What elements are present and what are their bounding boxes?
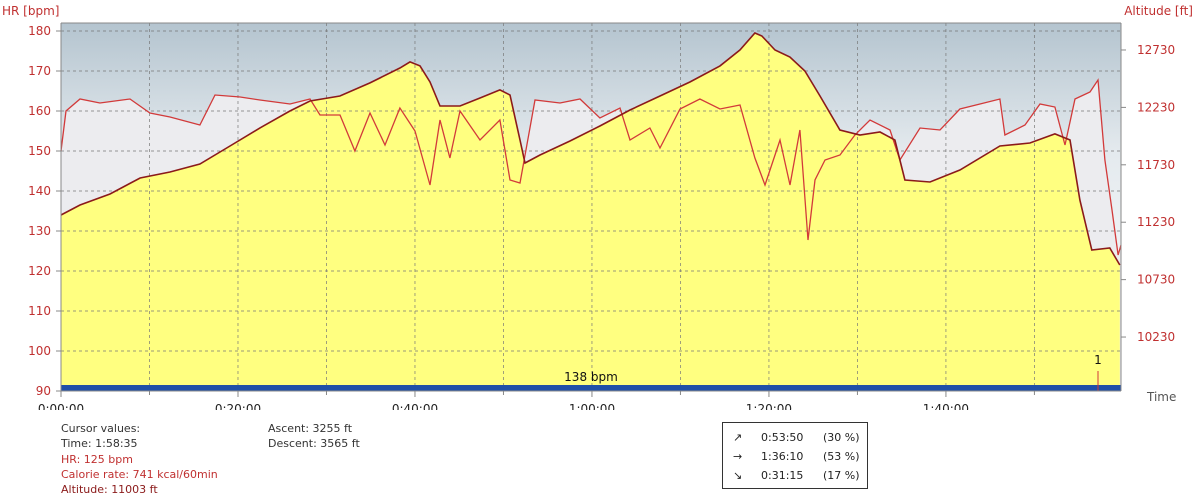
x-tick-label: 0:20:00 <box>215 402 261 410</box>
chart: HR [bpm] Altitude [ft] Time 138 bpm 1 90 10… <box>2 4 1193 410</box>
cursor-altitude: Altitude: 11003 ft <box>61 483 158 497</box>
series-line <box>60 32 1121 266</box>
summary-box: ↗ 0:53:50 (30 %) → 1:36:10 (53 %) ↘ 0:31:15 (17 … <box>722 422 868 489</box>
cursor-calories: Calorie rate: 741 kcal/60min <box>61 467 218 481</box>
duration: 0:31:15 <box>761 469 804 482</box>
x-tick-label: 1:00:00 <box>569 402 615 410</box>
y-tick-label: 160 <box>28 104 51 118</box>
y-tick-label: 150 <box>28 144 51 158</box>
y-axis-label: HR [bpm] <box>2 4 59 18</box>
zone-label: 138 bpm <box>564 370 618 384</box>
ascent: Ascent: 3255 ft <box>268 422 353 435</box>
y-tick-label: 180 <box>28 24 51 38</box>
duration: 1:36:10 <box>761 450 804 463</box>
descent: Descent: 3565 ft <box>268 437 360 451</box>
y2-axis-label: Altitude [ft] <box>1124 4 1193 18</box>
y2-tick-label: 11230 <box>1137 215 1175 229</box>
y2-tick-label: 10230 <box>1137 330 1175 344</box>
y-tick-label: 100 <box>28 344 51 358</box>
y2-tick-label: 11730 <box>1137 158 1175 172</box>
x-tick-label: 1:40:00 <box>923 402 969 410</box>
percentage: (53 %) <box>823 450 860 463</box>
y-tick-label: 140 <box>28 184 51 198</box>
y2-tick-label: 12730 <box>1137 43 1175 57</box>
percentage: (30 %) <box>823 431 860 444</box>
y2-tick-label: 10730 <box>1137 273 1175 287</box>
direction-icon: → <box>733 450 743 463</box>
y-tick-label: 170 <box>28 64 51 78</box>
x-axis-label: Time <box>1146 390 1176 404</box>
x-tick-label: 0:00:00 <box>38 402 84 410</box>
area <box>61 33 1120 391</box>
y-tick-label: 120 <box>28 264 51 278</box>
lap-label: 1 <box>1094 353 1102 367</box>
y-tick-label: 130 <box>28 224 51 238</box>
y-tick-label: 110 <box>28 304 51 318</box>
cursor-hr: HR: 125 bpm <box>61 452 133 466</box>
cursor-values: Cursor values: Time: 1:58:35 HR: 125 bpm… <box>61 421 218 497</box>
y2-tick-label: 12230 <box>1137 100 1175 114</box>
percentage: (17 %) <box>823 469 860 482</box>
x-tick-label: 0:40:00 <box>392 402 438 410</box>
duration: 0:53:50 <box>761 431 804 444</box>
zone-bar <box>61 385 1121 391</box>
cursor-time: Time: 1:58:35 <box>61 437 138 451</box>
direction-icon: ↗ <box>733 431 743 444</box>
x-tick-label: 1:20:00 <box>746 402 792 410</box>
cursor-title: Cursor values: <box>61 422 141 435</box>
ascent-info: Ascent: 3255 ft Descent: 3565 ft <box>268 421 360 452</box>
direction-icon: ↘ <box>733 469 743 482</box>
series-line <box>60 78 1122 256</box>
y-tick-label: 90 <box>36 384 51 398</box>
